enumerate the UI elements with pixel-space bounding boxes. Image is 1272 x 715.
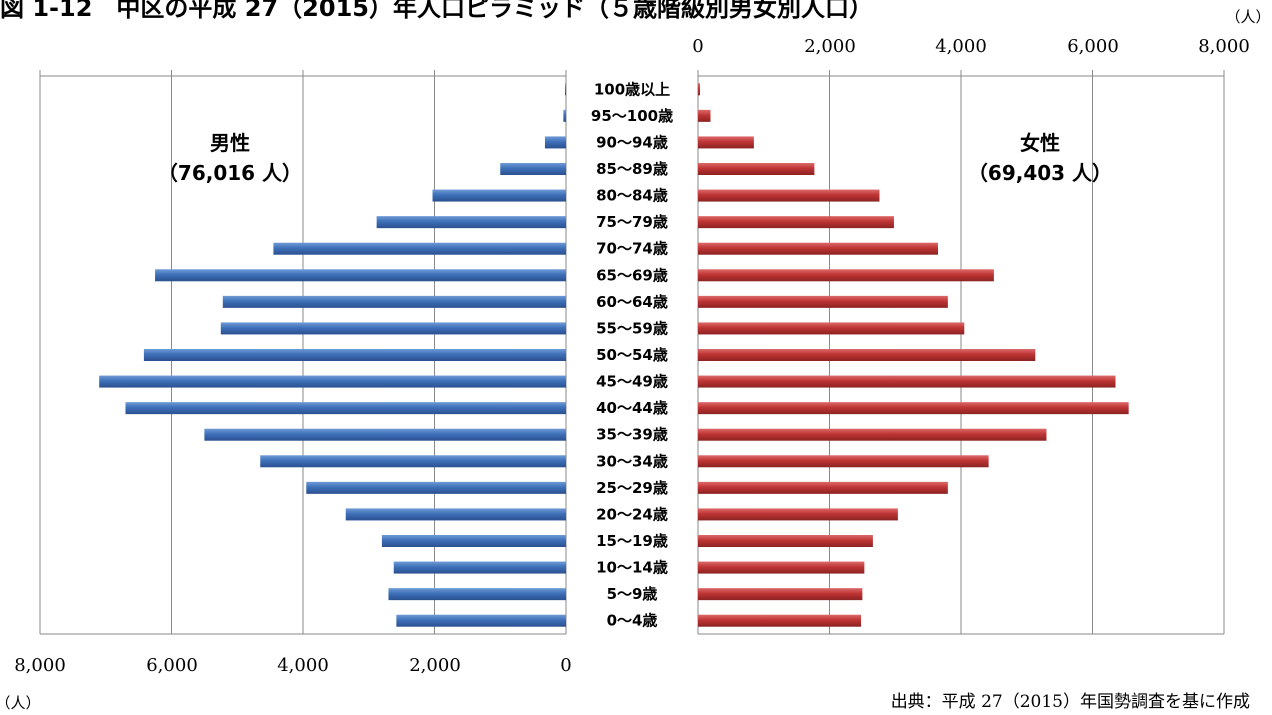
male-total: （76,016 人） — [158, 161, 302, 185]
age-label: 35〜39歳 — [596, 426, 668, 444]
right-axis-tick: 2,000 — [804, 36, 856, 57]
chart-title: 図 1-12 中区の平成 27（2015）年人口ピラミッド（５歳階級別男女別人口… — [0, 0, 873, 22]
male-bar — [143, 349, 566, 361]
female-bar — [698, 535, 873, 547]
age-label: 20〜24歳 — [596, 505, 668, 523]
male-bar — [565, 83, 566, 96]
male-bar — [99, 375, 567, 388]
age-label: 85〜89歳 — [596, 160, 668, 178]
female-bar — [698, 428, 1047, 441]
right-axis-tick: 6,000 — [1067, 36, 1119, 57]
female-bar — [698, 481, 948, 494]
source-note: 出典：平成 27（2015）年国勢調査を基に作成 — [891, 692, 1250, 712]
age-label: 100歳以上 — [594, 80, 670, 98]
female-bar — [698, 83, 700, 96]
female-bar — [698, 614, 862, 627]
male-bar — [393, 561, 566, 574]
age-label: 5〜9歳 — [607, 585, 658, 603]
right-axis-tick: 8,000 — [1198, 36, 1250, 57]
male-bar — [432, 189, 566, 202]
female-bar — [698, 349, 1036, 361]
age-labels: 0〜4歳 5〜9歳 10〜14歳 15〜19歳 20〜24歳 25〜29歳 30〜34歳 35… — [591, 80, 673, 629]
right-axis-unit: （人） — [1225, 8, 1270, 26]
male-bar — [125, 402, 566, 415]
female-bar — [698, 136, 754, 149]
age-label: 65〜69歳 — [596, 266, 668, 284]
age-label: 95〜100歳 — [591, 107, 673, 125]
male-bar — [345, 508, 566, 521]
male-label: 男性 — [210, 131, 250, 155]
age-label: 10〜14歳 — [596, 559, 668, 577]
age-label: 25〜29歳 — [596, 479, 668, 497]
left-axis-unit: （人） — [0, 694, 41, 712]
female-bar — [698, 242, 938, 255]
female-bar — [698, 163, 815, 175]
age-label: 55〜59歳 — [596, 319, 668, 337]
female-bar — [698, 295, 948, 308]
male-bar — [222, 295, 566, 308]
age-label: 45〜49歳 — [596, 373, 668, 391]
age-label: 90〜94歳 — [596, 133, 668, 151]
age-label: 0〜4歳 — [607, 612, 658, 630]
left-axis-tick: 4,000 — [277, 655, 329, 676]
age-label: 30〜34歳 — [596, 452, 668, 470]
female-bar — [698, 561, 865, 574]
male-bar — [220, 322, 566, 335]
male-bar — [306, 481, 566, 494]
male-bar — [204, 428, 566, 441]
female-bar — [698, 508, 898, 521]
male-bar — [376, 216, 566, 229]
right-axis-tick: 0 — [692, 36, 703, 57]
male-bar — [544, 136, 566, 149]
tick-labels: 8,000 6,000 4,000 2,000 0 0 2,000 4,000 6,000 8,0… — [14, 36, 1250, 676]
male-bar — [381, 535, 566, 547]
female-total: （69,403 人） — [968, 161, 1112, 185]
male-bar — [388, 588, 566, 601]
left-axis-tick: 8,000 — [14, 655, 66, 676]
right-axis-tick: 4,000 — [935, 36, 987, 57]
male-bar — [396, 614, 566, 627]
female-bar — [698, 402, 1129, 415]
left-axis-tick: 2,000 — [409, 655, 461, 676]
female-bar — [698, 455, 989, 468]
male-bar — [260, 455, 566, 468]
female-bar — [698, 216, 894, 229]
bars — [99, 83, 1129, 627]
female-bar — [698, 269, 994, 282]
male-bar — [500, 163, 566, 175]
age-label: 50〜54歳 — [596, 346, 668, 364]
left-axis-tick: 0 — [560, 655, 571, 676]
age-label: 70〜74歳 — [596, 240, 668, 258]
female-bar — [698, 375, 1116, 388]
male-bar — [155, 269, 566, 282]
age-label: 75〜79歳 — [596, 213, 668, 231]
age-label: 60〜64歳 — [596, 293, 668, 311]
female-bar — [698, 109, 711, 122]
female-bar — [698, 588, 863, 601]
female-bar — [698, 322, 965, 335]
age-label: 40〜44歳 — [596, 399, 668, 417]
female-bar — [698, 189, 880, 202]
left-axis-tick: 6,000 — [146, 655, 198, 676]
age-label: 80〜84歳 — [596, 187, 668, 205]
male-bar — [563, 109, 566, 122]
age-label: 15〜19歳 — [596, 532, 668, 550]
male-bar — [273, 242, 566, 255]
female-label: 女性 — [1020, 131, 1060, 155]
